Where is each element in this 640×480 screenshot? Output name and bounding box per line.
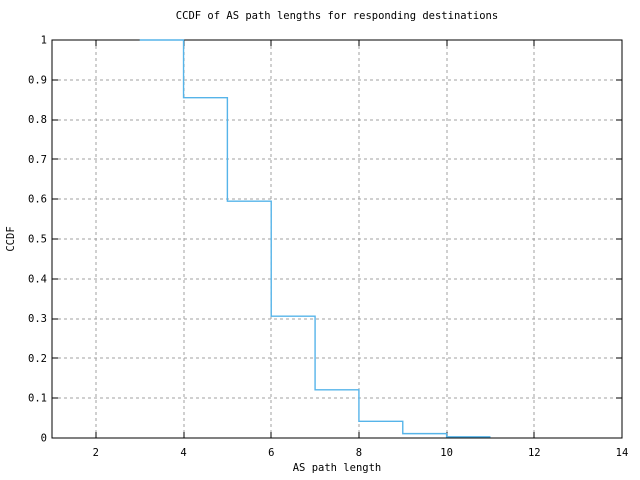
svg-text:0.7: 0.7: [28, 154, 47, 166]
x-axis-title: AS path length: [292, 462, 382, 474]
x-tick-labels: 2 4 6 8 10 12 14: [93, 447, 629, 459]
svg-text:0.2: 0.2: [28, 353, 47, 365]
y-tick-labels: 0 0.1 0.2 0.3 0.4 0.5 0.6 0.7 0.8 0.9 1: [28, 35, 47, 445]
svg-text:0.9: 0.9: [28, 74, 47, 86]
svg-text:8: 8: [356, 447, 362, 459]
svg-text:10: 10: [440, 447, 453, 459]
svg-text:12: 12: [528, 447, 541, 459]
svg-text:14: 14: [616, 447, 629, 459]
svg-text:0.5: 0.5: [28, 234, 47, 246]
svg-text:1: 1: [41, 35, 47, 47]
svg-text:0.3: 0.3: [28, 313, 47, 325]
series-ccdf-of-as-path-length: [139, 39, 491, 438]
svg-text:2: 2: [93, 447, 99, 459]
svg-text:0.4: 0.4: [28, 273, 47, 285]
svg-text:6: 6: [268, 447, 274, 459]
svg-text:0.1: 0.1: [28, 393, 47, 405]
svg-text:0.8: 0.8: [28, 114, 47, 126]
svg-text:0: 0: [41, 433, 47, 445]
y-axis-title: CCDF: [5, 226, 17, 252]
grid-lines: [52, 40, 622, 438]
svg-text:0.6: 0.6: [28, 194, 47, 206]
plot-border: [51, 39, 623, 439]
svg-text:4: 4: [180, 447, 186, 459]
chart-title: CCDF of AS path lengths for responding d…: [175, 10, 499, 22]
